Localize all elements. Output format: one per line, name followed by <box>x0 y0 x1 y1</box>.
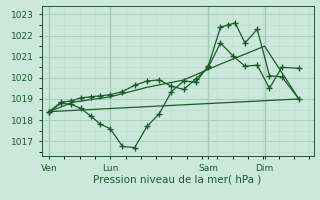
X-axis label: Pression niveau de la mer( hPa ): Pression niveau de la mer( hPa ) <box>93 174 262 184</box>
